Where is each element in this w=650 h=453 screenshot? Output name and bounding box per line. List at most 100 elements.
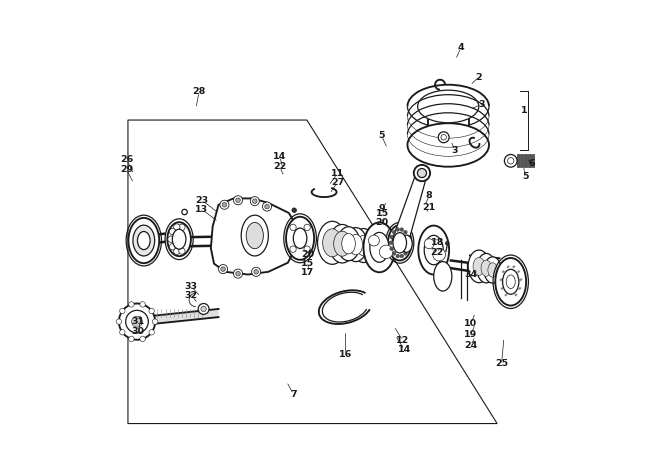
Ellipse shape (344, 227, 367, 262)
Text: 13: 13 (195, 205, 209, 214)
Circle shape (129, 336, 134, 342)
Circle shape (174, 248, 180, 255)
Circle shape (125, 310, 148, 333)
Circle shape (406, 235, 410, 239)
Text: 2: 2 (476, 72, 482, 82)
Text: 7: 7 (290, 390, 296, 399)
Circle shape (220, 200, 229, 209)
Circle shape (380, 245, 393, 259)
Circle shape (252, 267, 261, 276)
Ellipse shape (133, 225, 155, 256)
Circle shape (182, 209, 187, 215)
Text: 34: 34 (464, 270, 478, 279)
Circle shape (445, 241, 449, 245)
Circle shape (290, 246, 296, 252)
Ellipse shape (349, 235, 363, 255)
Ellipse shape (401, 235, 412, 252)
Ellipse shape (468, 250, 490, 283)
Polygon shape (392, 171, 427, 245)
Text: 15: 15 (301, 259, 315, 268)
Circle shape (149, 330, 155, 335)
Circle shape (221, 267, 226, 271)
Text: 27: 27 (331, 178, 345, 187)
Circle shape (393, 251, 396, 255)
Ellipse shape (418, 90, 479, 123)
Circle shape (129, 302, 134, 307)
Text: 31: 31 (132, 317, 145, 326)
Circle shape (404, 251, 407, 255)
Circle shape (504, 154, 517, 167)
Circle shape (304, 246, 310, 252)
Circle shape (290, 224, 296, 231)
Ellipse shape (241, 215, 268, 256)
Text: 20: 20 (301, 250, 315, 259)
Circle shape (304, 224, 310, 231)
Circle shape (400, 228, 404, 231)
Ellipse shape (363, 222, 395, 272)
Circle shape (265, 204, 269, 209)
Circle shape (414, 165, 430, 181)
Ellipse shape (137, 231, 150, 250)
Circle shape (508, 158, 514, 164)
Text: 5: 5 (522, 172, 528, 181)
Text: 3: 3 (478, 100, 484, 109)
Circle shape (174, 224, 180, 230)
Bar (517, 154, 520, 167)
Ellipse shape (495, 258, 526, 305)
Polygon shape (211, 198, 297, 275)
Text: 23: 23 (195, 196, 209, 205)
Ellipse shape (286, 217, 314, 260)
Circle shape (140, 336, 146, 342)
Text: 21: 21 (422, 203, 436, 212)
Circle shape (389, 241, 393, 245)
Text: 29: 29 (120, 165, 133, 174)
Ellipse shape (502, 269, 519, 294)
Circle shape (236, 271, 240, 276)
Bar (532, 154, 534, 167)
Ellipse shape (357, 236, 370, 255)
Circle shape (218, 265, 227, 274)
Text: 10: 10 (464, 319, 478, 328)
Circle shape (233, 269, 242, 278)
Text: 24: 24 (464, 341, 478, 350)
Ellipse shape (473, 257, 485, 275)
Text: 3: 3 (451, 146, 458, 155)
Text: 15: 15 (376, 209, 389, 218)
Ellipse shape (172, 229, 186, 249)
Text: 26: 26 (120, 155, 133, 164)
Text: 1: 1 (521, 106, 528, 116)
Circle shape (236, 198, 240, 202)
Circle shape (140, 302, 146, 307)
Polygon shape (128, 120, 497, 424)
Circle shape (198, 304, 209, 314)
Ellipse shape (393, 233, 406, 253)
Ellipse shape (352, 228, 375, 263)
Ellipse shape (318, 221, 347, 265)
Circle shape (390, 235, 393, 239)
Text: 25: 25 (495, 359, 508, 368)
Circle shape (201, 306, 206, 312)
Circle shape (441, 135, 447, 140)
Ellipse shape (342, 234, 356, 254)
Ellipse shape (333, 231, 351, 256)
Circle shape (254, 270, 259, 274)
Circle shape (170, 244, 176, 250)
Circle shape (116, 319, 122, 324)
Ellipse shape (424, 236, 443, 265)
Text: 14: 14 (398, 345, 411, 354)
Ellipse shape (506, 275, 515, 289)
Ellipse shape (167, 222, 191, 256)
Ellipse shape (293, 228, 307, 248)
Text: 5: 5 (378, 131, 385, 140)
Text: 18: 18 (431, 238, 444, 247)
Text: 14: 14 (273, 152, 286, 161)
Ellipse shape (434, 261, 452, 291)
Circle shape (406, 247, 410, 251)
Circle shape (263, 202, 272, 211)
Circle shape (120, 308, 125, 313)
Ellipse shape (484, 257, 501, 283)
Circle shape (149, 308, 155, 313)
Circle shape (292, 208, 296, 212)
Ellipse shape (370, 232, 389, 262)
Circle shape (250, 197, 259, 206)
